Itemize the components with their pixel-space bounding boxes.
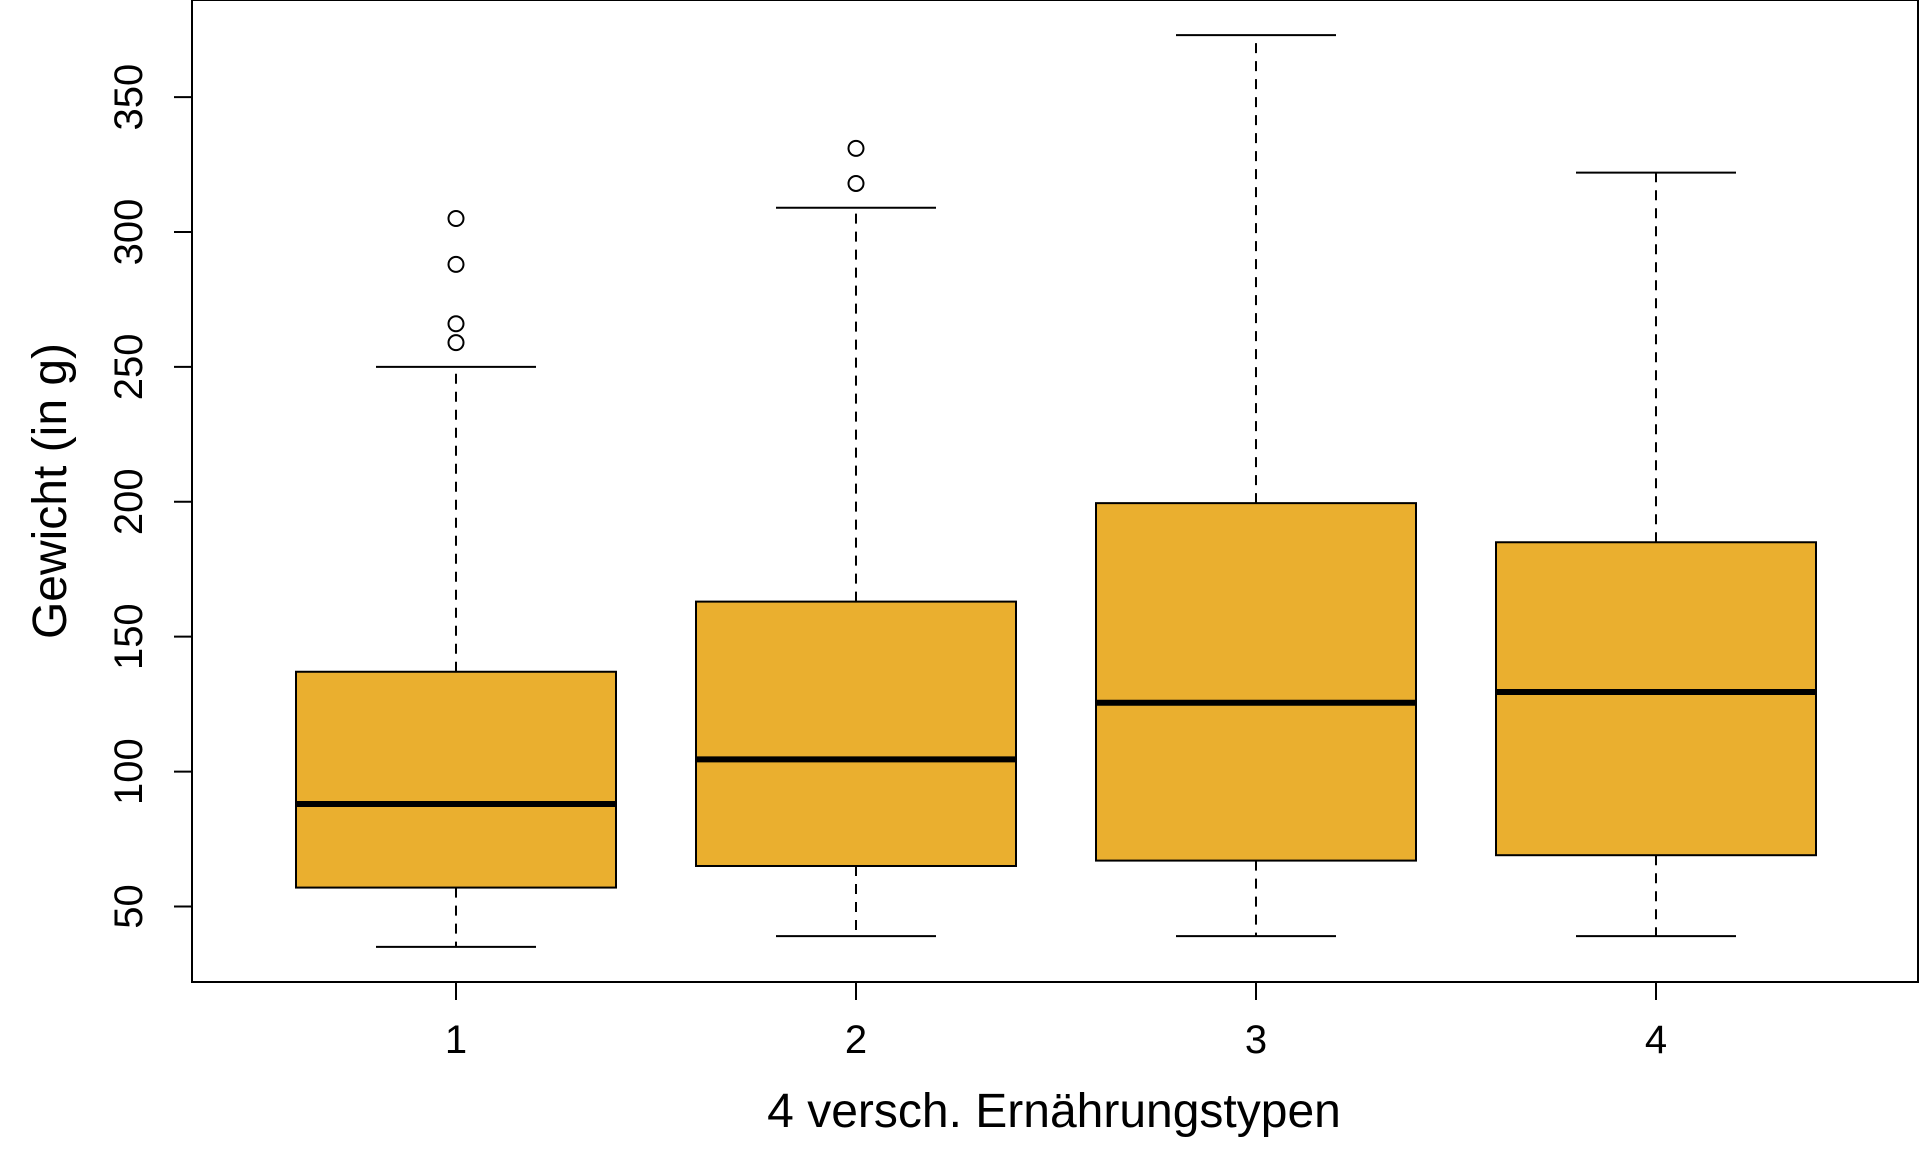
x-tick-label: 3	[1245, 1018, 1267, 1062]
outlier-point	[847, 139, 865, 157]
x-axis: 1 2 3 4	[445, 982, 1667, 1062]
x-tick-label: 1	[445, 1018, 467, 1062]
y-tick-label: 50	[107, 884, 151, 929]
outlier-point	[447, 315, 465, 333]
box-group-2	[695, 139, 1017, 938]
box-iqr	[1095, 502, 1417, 862]
box-iqr	[1495, 541, 1817, 857]
box-iqr	[695, 600, 1017, 867]
y-axis-title: Gewicht (in g)	[24, 343, 77, 639]
plot-frame	[191, 0, 1919, 983]
x-tick-label: 2	[845, 1018, 867, 1062]
outlier-point	[847, 174, 865, 192]
y-axis: 50 100 150 200 250 300 350	[107, 64, 192, 929]
y-tick-label: 100	[107, 738, 151, 805]
outlier-point	[447, 210, 465, 228]
box-group-3	[1095, 34, 1417, 938]
x-axis-title: 4 versch. Ernährungstypen	[767, 1085, 1341, 1138]
outlier-point	[447, 255, 465, 273]
y-tick-label: 200	[107, 468, 151, 535]
box-iqr	[295, 670, 617, 889]
x-tick-label: 4	[1645, 1018, 1667, 1062]
box-group-1	[295, 210, 617, 948]
boxes-layer	[295, 34, 1817, 948]
outlier-point	[447, 334, 465, 352]
y-tick-label: 250	[107, 334, 151, 401]
y-tick-label: 300	[107, 199, 151, 266]
y-tick-label: 150	[107, 603, 151, 670]
y-tick-label: 350	[107, 64, 151, 131]
box-group-4	[1495, 171, 1817, 938]
